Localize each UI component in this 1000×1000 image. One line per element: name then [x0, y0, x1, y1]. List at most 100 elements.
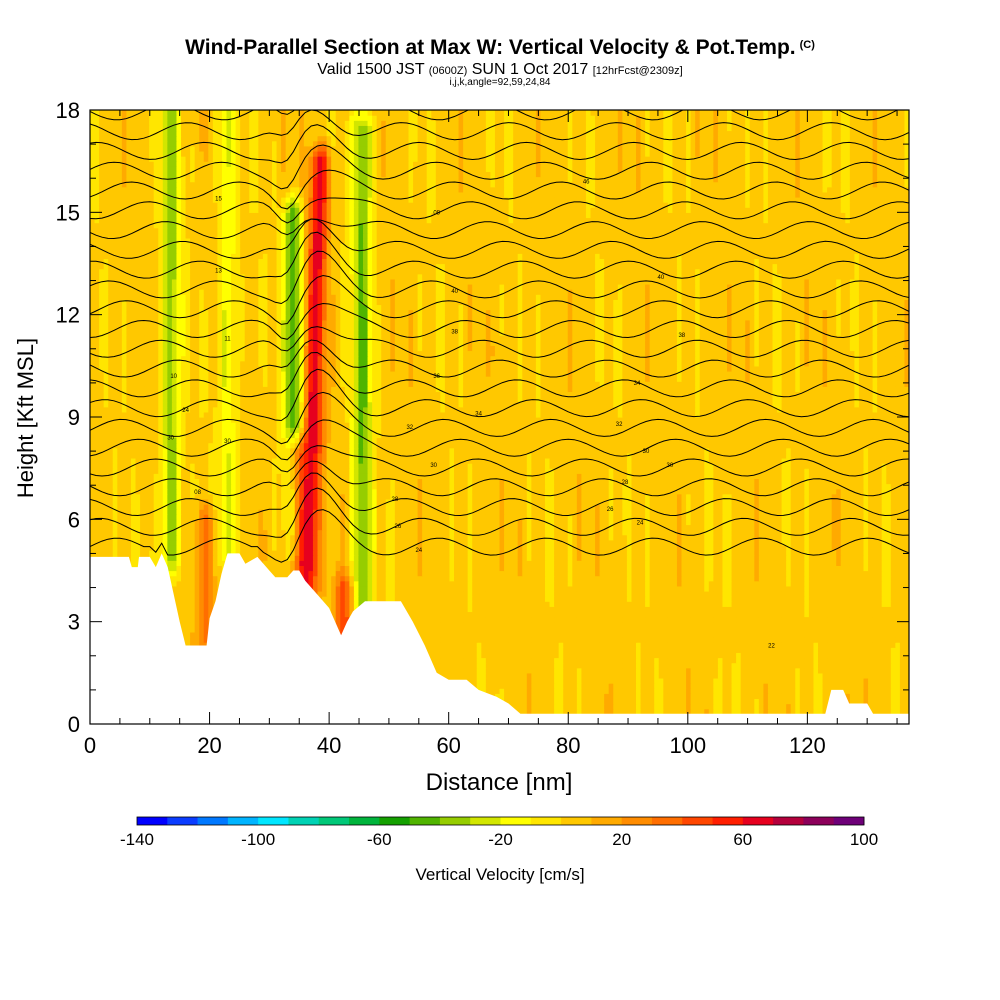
velocity-cell: [849, 698, 855, 705]
velocity-cell: [640, 647, 646, 653]
velocity-cell: [576, 647, 582, 653]
velocity-cell: [686, 688, 692, 694]
velocity-cell: [454, 596, 460, 602]
velocity-cell: [904, 621, 909, 628]
velocity-cell: [858, 693, 865, 700]
velocity-cell: [786, 626, 792, 633]
velocity-cell: [777, 657, 783, 664]
velocity-cell: [499, 688, 505, 694]
velocity-cell: [554, 606, 560, 613]
velocity-cell: [413, 616, 419, 623]
velocity-cell: [531, 611, 537, 618]
velocity-cell: [754, 631, 760, 638]
velocity-cell: [567, 688, 573, 694]
velocity-cell: [558, 611, 564, 618]
velocity-cell: [604, 672, 610, 679]
velocity-cell: [808, 703, 815, 710]
velocity-cell: [872, 621, 878, 628]
velocity-cell: [472, 652, 478, 659]
velocity-cell: [435, 631, 441, 638]
velocity-cell: [863, 601, 869, 607]
velocity-cell: [736, 606, 742, 613]
velocity-cell: [604, 708, 610, 715]
velocity-cell: [499, 621, 505, 628]
velocity-cell: [654, 667, 660, 674]
velocity-cell: [854, 672, 860, 679]
velocity-cell: [608, 683, 614, 689]
velocity-cell: [358, 585, 364, 592]
velocity-cell: [585, 601, 592, 607]
velocity-cell: [745, 616, 751, 623]
velocity-cell: [831, 642, 837, 648]
velocity-cell: [727, 672, 733, 679]
velocity-cell: [535, 647, 542, 653]
velocity-cell: [608, 703, 614, 710]
velocity-cell: [649, 652, 655, 659]
velocity-cell: [658, 698, 664, 705]
velocity-cell: [786, 677, 792, 684]
velocity-cell: [408, 601, 414, 607]
velocity-cell: [845, 647, 851, 653]
velocity-cell: [590, 683, 596, 689]
velocity-cell: [549, 708, 555, 715]
velocity-cell: [654, 677, 660, 684]
velocity-cell: [799, 703, 805, 710]
velocity-cell: [727, 631, 733, 638]
velocity-cell: [340, 585, 346, 592]
velocity-cell: [490, 585, 496, 592]
velocity-cell: [413, 611, 419, 618]
velocity-cell: [595, 621, 601, 628]
velocity-cell: [836, 667, 842, 674]
velocity-cell: [472, 647, 478, 653]
velocity-cell: [194, 580, 200, 587]
velocity-cell: [490, 652, 496, 659]
velocity-cell: [645, 672, 651, 679]
velocity-cell: [640, 642, 646, 648]
velocity-cell: [176, 606, 182, 613]
velocity-cell: [881, 647, 887, 653]
velocity-cell: [713, 677, 719, 684]
velocity-cell: [431, 585, 437, 592]
velocity-cell: [804, 647, 810, 653]
velocity-cell: [403, 596, 410, 602]
velocity-cell: [736, 616, 742, 623]
velocity-cell: [617, 621, 623, 628]
velocity-cell: [758, 637, 764, 643]
velocity-cell: [899, 621, 906, 628]
velocity-cell: [699, 642, 705, 648]
velocity-cell: [331, 601, 337, 607]
velocity-cell: [804, 703, 810, 710]
velocity-cell: [522, 708, 528, 715]
velocity-cell: [613, 698, 619, 705]
velocity-cell: [699, 606, 705, 613]
velocity-cell: [854, 590, 860, 597]
velocity-cell: [713, 621, 719, 628]
velocity-cell: [699, 657, 705, 664]
velocity-cell: [749, 657, 755, 664]
velocity-cell: [695, 698, 701, 705]
velocity-cell: [731, 611, 737, 618]
velocity-cell: [440, 667, 446, 674]
velocity-cell: [745, 601, 751, 607]
velocity-cell: [686, 647, 692, 653]
velocity-cell: [886, 693, 892, 700]
velocity-cell: [654, 621, 660, 628]
velocity-cell: [663, 585, 669, 592]
velocity-cell: [690, 647, 696, 653]
velocity-cell: [663, 703, 669, 710]
chart-subtitle: Valid 1500 JST (0600Z) SUN 1 Oct 2017 [1…: [0, 61, 1000, 79]
velocity-cell: [572, 621, 578, 628]
velocity-cell: [767, 606, 774, 613]
velocity-cell: [595, 642, 601, 648]
velocity-cell: [681, 677, 687, 684]
velocity-cell: [517, 626, 523, 633]
velocity-cell: [517, 616, 523, 623]
velocity-cell: [663, 708, 669, 715]
velocity-cell: [636, 611, 642, 618]
velocity-cell: [631, 637, 637, 643]
velocity-cell: [476, 596, 482, 602]
velocity-cell: [576, 677, 582, 684]
velocity-cell: [822, 703, 828, 710]
velocity-cell: [672, 626, 678, 633]
velocity-cell: [872, 596, 878, 602]
